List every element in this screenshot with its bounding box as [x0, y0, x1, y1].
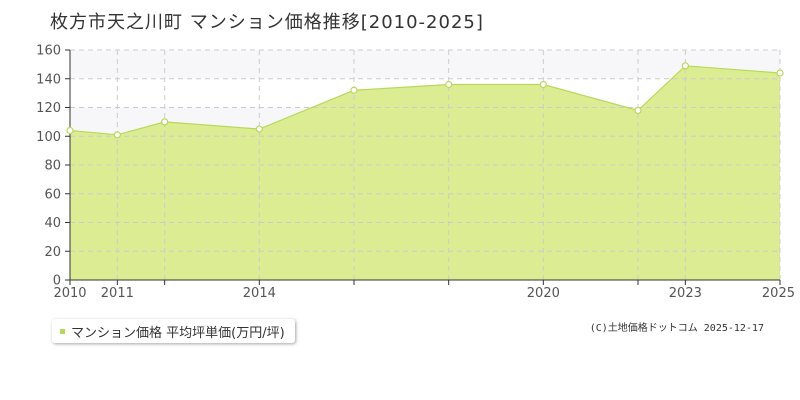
y-tick-label: 140	[36, 72, 61, 87]
data-point	[634, 106, 642, 114]
data-point	[161, 118, 169, 126]
x-tick-label: 2023	[669, 286, 702, 301]
x-tick-label: 2010	[53, 286, 86, 301]
data-point	[255, 125, 263, 133]
y-tick-label: 120	[36, 101, 61, 116]
data-point	[113, 131, 121, 139]
y-tick-label: 160	[36, 44, 61, 59]
data-point	[539, 80, 547, 89]
x-tick-label: 2011	[101, 286, 134, 301]
copyright-credit: (C)土地価格ドットコム 2025-12-17	[589, 323, 764, 334]
x-tick-label: 2020	[527, 286, 560, 301]
series-line	[69, 65, 781, 136]
y-tick-label: 20	[44, 245, 61, 260]
y-band	[70, 50, 780, 79]
y-tick-label: 0	[53, 274, 61, 289]
data-point	[776, 69, 784, 77]
data-point	[350, 86, 358, 94]
x-tick-label: 2025	[762, 286, 795, 301]
legend-label: マンション価格 平均坪単価(万円/坪)	[71, 325, 285, 341]
data-point	[66, 126, 74, 135]
y-tick-label: 80	[44, 159, 61, 174]
y-tick-label: 40	[44, 216, 61, 231]
legend-swatch	[60, 328, 65, 334]
x-tick-label: 2014	[243, 286, 276, 301]
data-point	[681, 62, 689, 70]
y-tick-label: 60	[44, 187, 61, 202]
series-area	[70, 65, 780, 280]
chart-title: 枚方市天之川町 マンション価格推移[2010-2025]	[50, 12, 484, 33]
y-tick-label: 100	[36, 130, 61, 145]
legend: マンション価格 平均坪単価(万円/坪)	[52, 319, 295, 343]
data-point	[445, 80, 453, 89]
